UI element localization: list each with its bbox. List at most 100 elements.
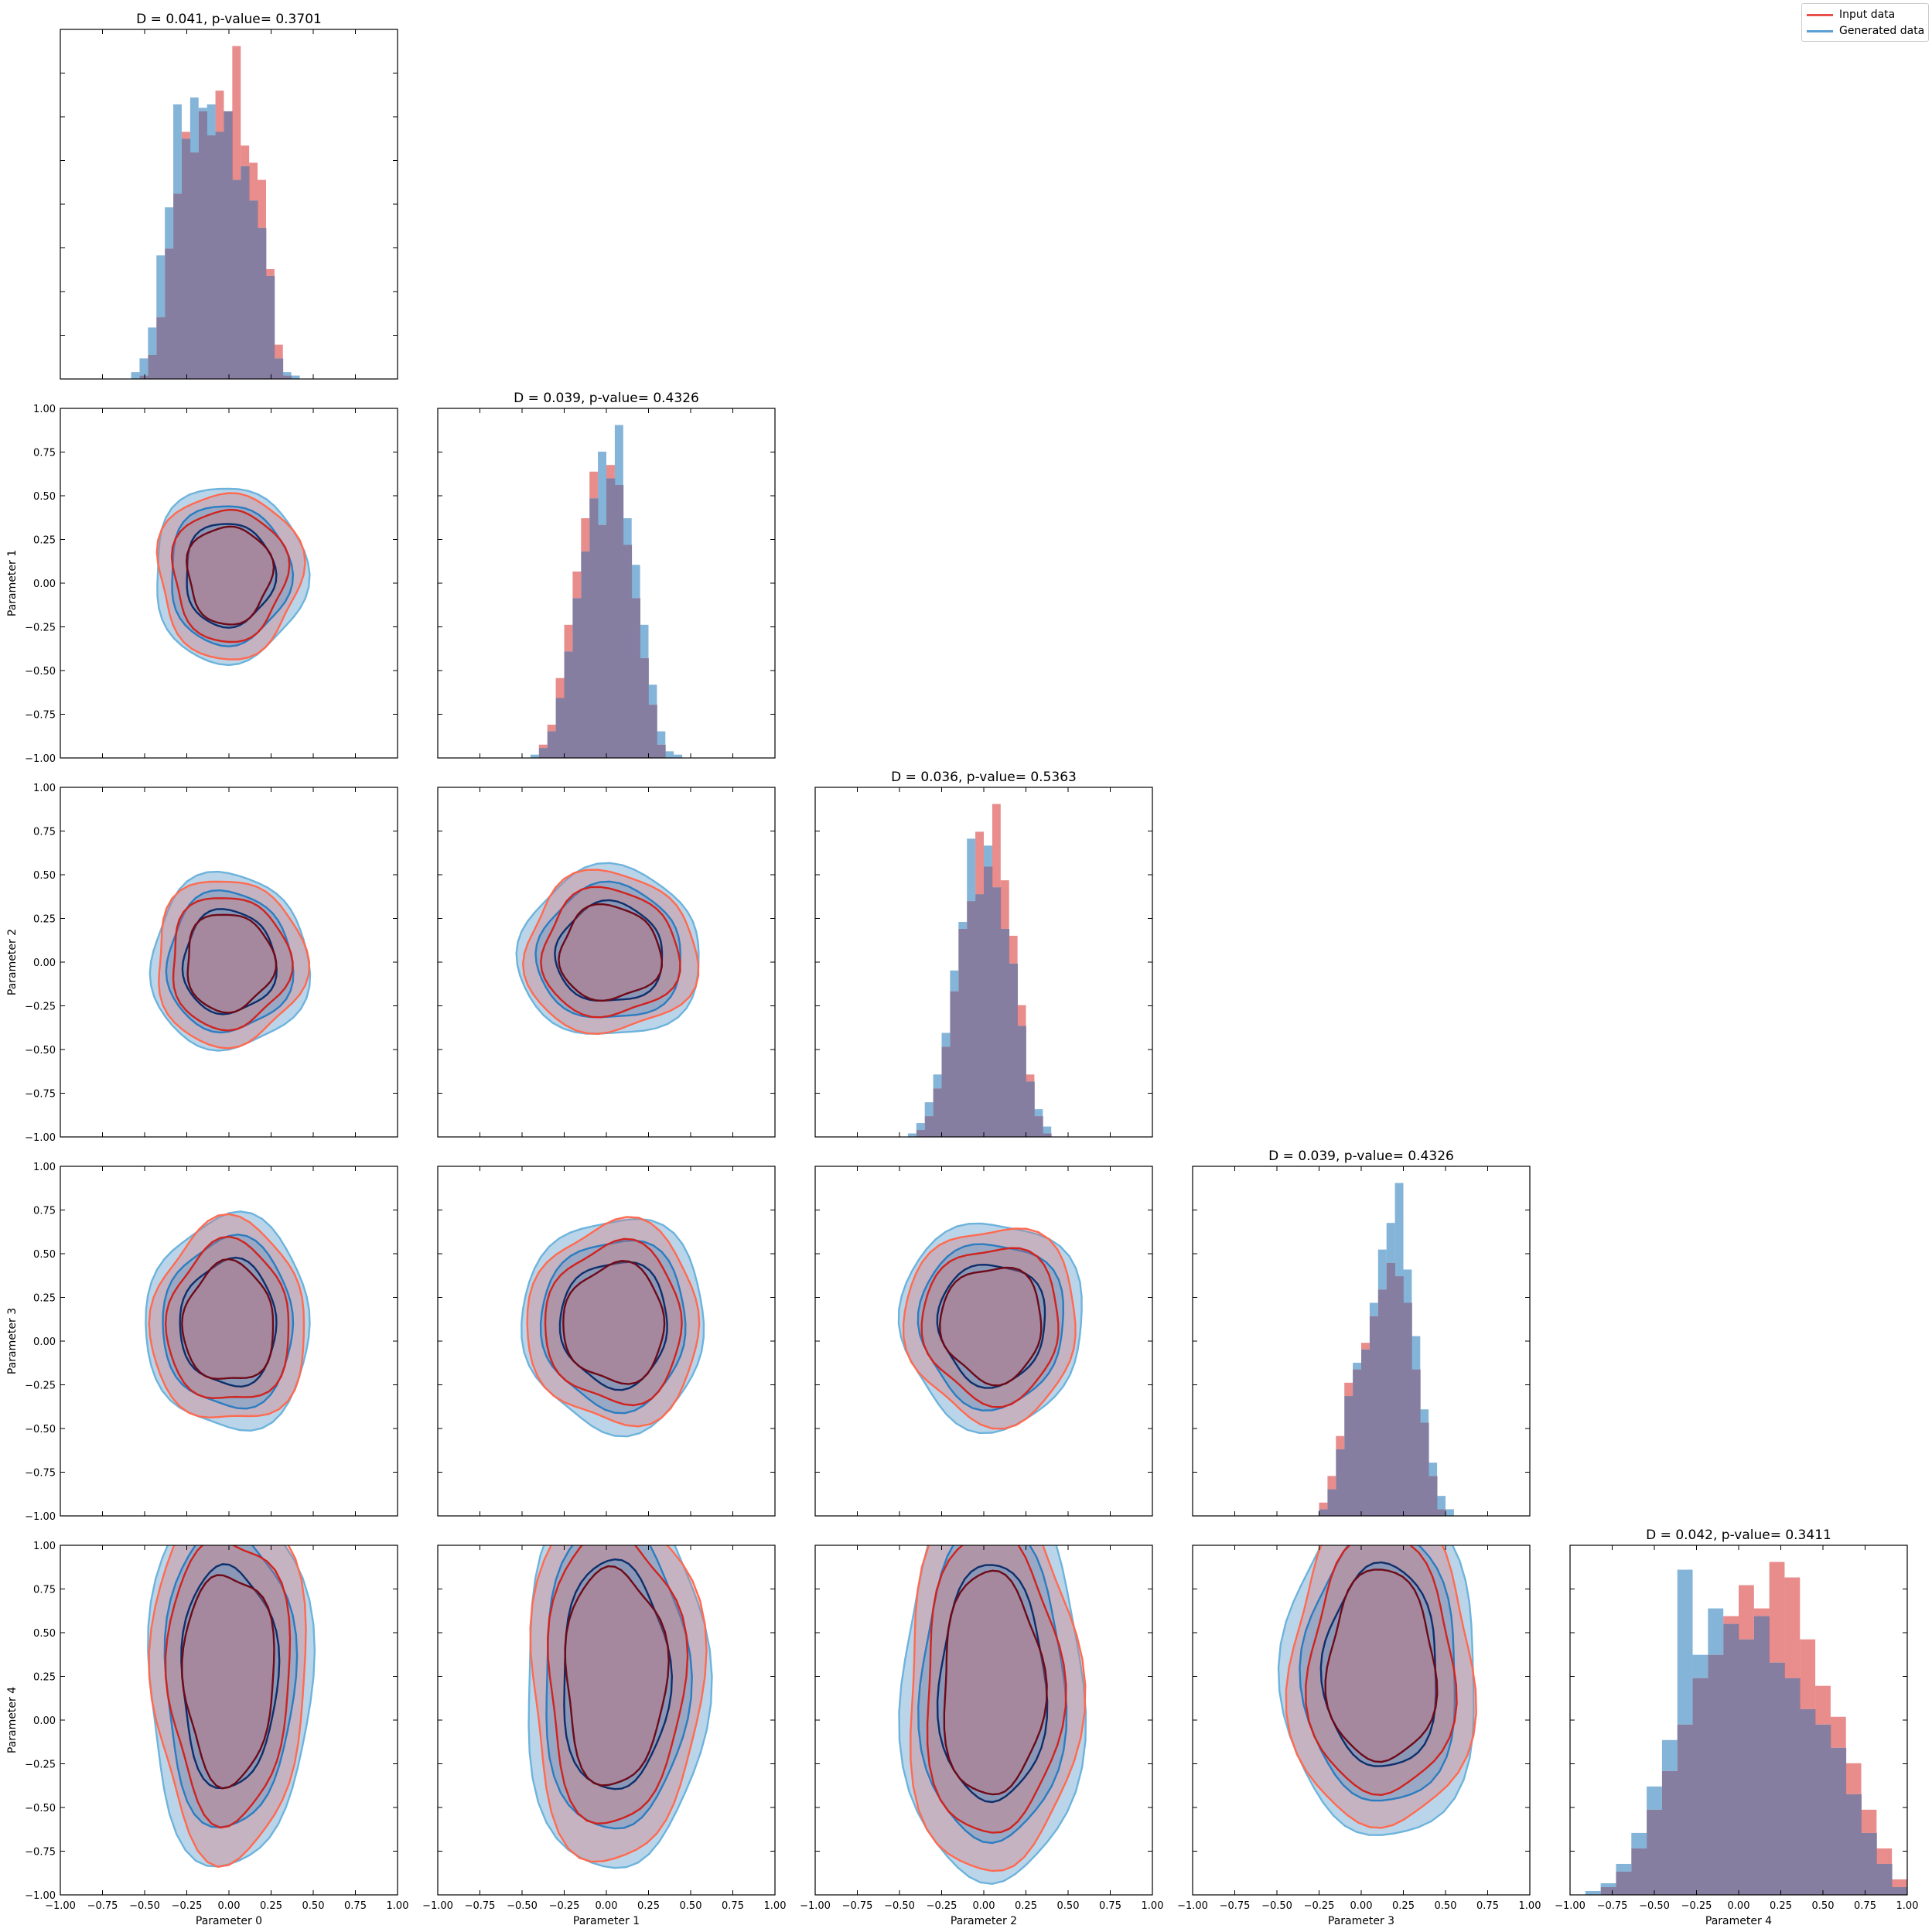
generated-bar	[1034, 1109, 1043, 1117]
input-bar	[1861, 1809, 1877, 1833]
generated-bar	[1369, 1302, 1378, 1316]
overlap-bar	[984, 866, 993, 1137]
generated-bar	[916, 1123, 925, 1131]
input-contour-1	[1305, 1545, 1458, 1797]
x-tick-label: −0.75	[465, 1900, 496, 1912]
input-bar	[241, 145, 250, 166]
generated-bar	[1403, 1269, 1412, 1303]
overlap-bar	[1327, 1489, 1336, 1516]
x-tick-label: 0.50	[302, 1900, 325, 1912]
generated-bar	[1708, 1608, 1724, 1655]
input-bar	[258, 179, 266, 228]
overlap-bar	[1000, 928, 1010, 1137]
overlap-bar	[1861, 1832, 1877, 1895]
overlap-bar	[572, 598, 582, 758]
y-tick-label: −0.50	[25, 1803, 56, 1814]
input-bar	[1017, 1005, 1026, 1026]
input-bar	[572, 571, 582, 599]
generated-bar	[282, 372, 292, 376]
overlap-bar	[1677, 1724, 1693, 1895]
diagonal-title-4: D = 0.042, p-value= 0.3411	[1646, 1528, 1831, 1543]
overlap-bar	[1411, 1369, 1421, 1516]
overlap-bar	[1845, 1794, 1862, 1895]
generated-bar	[148, 327, 157, 355]
overlap-bar	[274, 358, 284, 379]
overlap-bar	[1753, 1616, 1770, 1895]
overlap-bar	[258, 227, 267, 379]
y-axis-label-4: Parameter 4	[6, 1687, 19, 1753]
generated-bar	[950, 970, 959, 992]
x-tick-label: 0.00	[596, 1900, 618, 1912]
x-tick-label: −0.25	[172, 1900, 203, 1912]
x-tick-label: 1.00	[1519, 1900, 1541, 1912]
x-tick-label: 0.75	[1854, 1900, 1876, 1912]
input-bar	[1739, 1585, 1754, 1640]
y-tick-label: 0.25	[33, 535, 56, 547]
overlap-bar	[1723, 1623, 1739, 1895]
input-bar	[232, 46, 241, 180]
input-contour-2	[181, 1258, 275, 1381]
overlap-bar	[555, 698, 565, 758]
x-tick-label: −0.75	[87, 1900, 118, 1912]
y-tick-label: 1.00	[33, 1541, 56, 1552]
input-bar	[589, 471, 599, 499]
overlap-bar	[189, 152, 200, 379]
overlap-bar	[1386, 1262, 1395, 1516]
contour-layers	[155, 487, 311, 667]
overlap-bar	[1420, 1422, 1429, 1516]
histogram-panel-3: D = 0.039, p-value= 0.4326	[1192, 1149, 1531, 1517]
y-tick-label: 0.50	[33, 491, 56, 503]
input-contour-0	[1285, 1545, 1477, 1829]
generated-bar	[156, 255, 166, 318]
generated-bar	[924, 1102, 934, 1117]
overlap-bar	[282, 375, 292, 379]
overlap-bar	[156, 317, 166, 379]
overlap-bar	[1616, 1871, 1632, 1895]
y-tick-label: −1.00	[25, 1890, 56, 1902]
input-contour-2	[1324, 1568, 1439, 1763]
input-bar	[1327, 1476, 1336, 1490]
input-contour-2	[181, 1574, 275, 1790]
y-tick-label: −0.50	[25, 1424, 56, 1435]
histogram-bars	[1319, 1183, 1454, 1516]
overlap-bar	[1784, 1678, 1801, 1895]
input-bar	[1361, 1343, 1370, 1350]
x-axis-label-3: Parameter 3	[1328, 1915, 1394, 1927]
overlap-bar	[1631, 1848, 1647, 1895]
histogram-bars	[907, 804, 1052, 1137]
x-tick-label: 0.50	[1812, 1900, 1835, 1912]
y-axis-label-3: Parameter 3	[6, 1308, 19, 1374]
y-tick-label: −0.50	[25, 1045, 56, 1056]
input-bar	[1830, 1716, 1846, 1748]
generated-bar	[198, 108, 207, 111]
input-contour-1	[164, 1545, 292, 1829]
overlap-bar	[1437, 1509, 1446, 1516]
generated-bar	[1585, 1890, 1601, 1895]
x-tick-label: −1.00	[422, 1900, 453, 1912]
generated-bar	[967, 838, 976, 902]
input-bar	[1336, 1435, 1345, 1449]
x-tick-label: 0.75	[722, 1900, 744, 1912]
y-tick-label: 1.00	[33, 1162, 56, 1173]
x-tick-label: −0.50	[507, 1900, 538, 1912]
y-tick-label: 1.00	[33, 783, 56, 794]
input-bar	[1723, 1616, 1739, 1624]
input-bar	[181, 131, 190, 139]
overlap-bar	[173, 193, 183, 379]
x-tick-label: −0.75	[1597, 1900, 1628, 1912]
input-bar	[1026, 1074, 1035, 1082]
y-tick-label: 0.00	[33, 1715, 56, 1727]
overlap-bar	[139, 375, 148, 379]
generated-contour-2	[936, 1263, 1046, 1389]
x-tick-label: −0.25	[1681, 1900, 1712, 1912]
generated-bar	[1631, 1832, 1647, 1848]
x-tick-label: −0.50	[1639, 1900, 1670, 1912]
x-tick-label: −1.00	[800, 1900, 831, 1912]
generated-bar	[1437, 1496, 1446, 1510]
input-bar	[581, 518, 590, 552]
y-tick-label: 0.25	[33, 914, 56, 926]
generated-bar	[1043, 1126, 1052, 1134]
x-tick-label: 0.25	[637, 1900, 660, 1912]
overlap-bar	[992, 887, 1002, 1137]
diagonal-title-2: D = 0.036, p-value= 0.5363	[891, 770, 1077, 785]
